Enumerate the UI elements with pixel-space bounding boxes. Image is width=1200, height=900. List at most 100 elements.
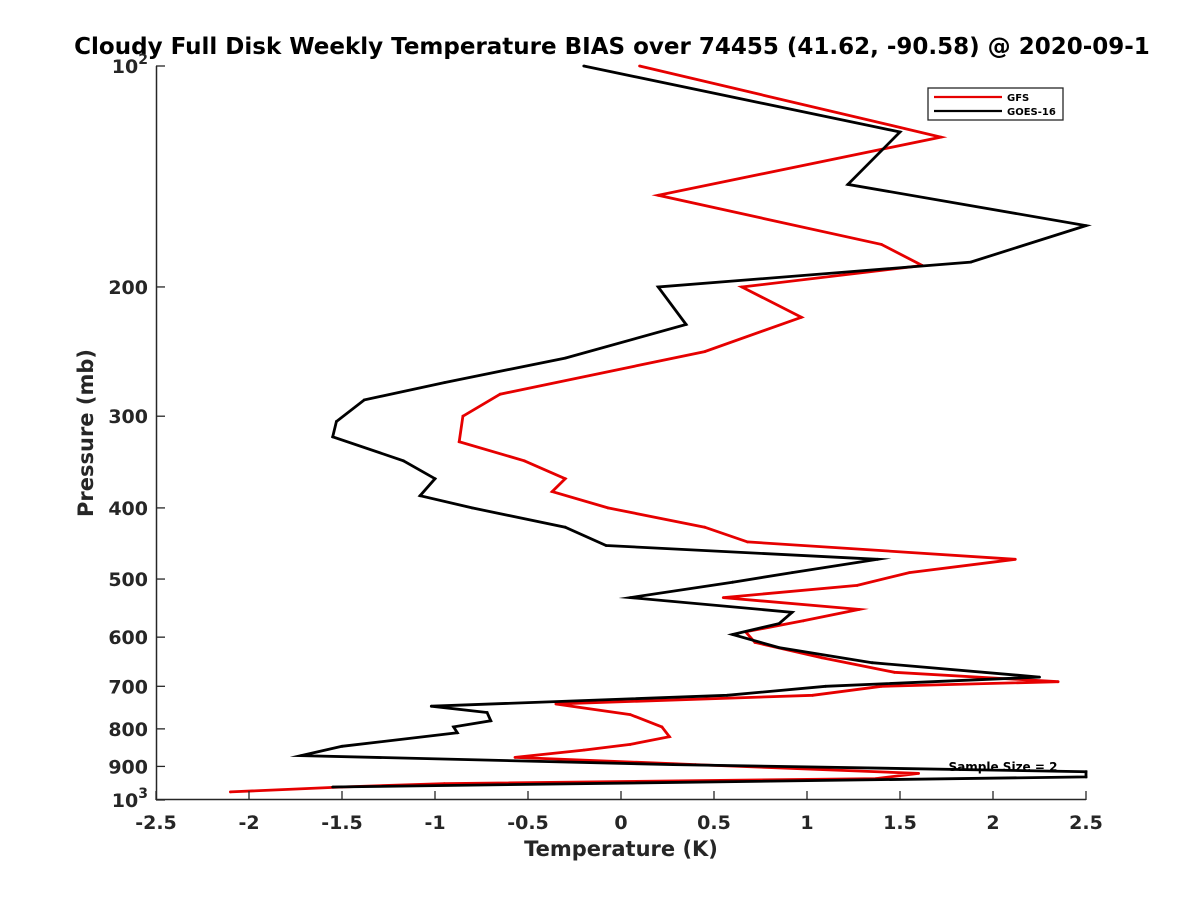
x-axis-label: Temperature (K) <box>524 837 718 861</box>
data-point-goes16-40 <box>331 785 335 789</box>
y-tick-label-base: 500 <box>108 569 148 591</box>
data-point-gfs-22 <box>801 619 805 623</box>
data-point-goes16-15 <box>470 506 474 510</box>
data-point-goes16-32 <box>489 719 493 723</box>
y-tick-label: 600 <box>108 627 148 649</box>
data-point-goes16-17 <box>604 544 608 547</box>
data-point-goes16-16 <box>563 525 567 529</box>
data-point-gfs-33 <box>668 735 671 739</box>
data-point-gfs-31 <box>628 713 632 716</box>
data-point-goes16-19 <box>790 571 794 574</box>
data-point-gfs-29 <box>811 693 814 697</box>
data-point-gfs-25 <box>820 656 824 660</box>
y-tick-label: 700 <box>108 676 148 698</box>
data-point-gfs-32 <box>660 725 664 729</box>
data-point-goes16-1 <box>898 130 902 134</box>
y-tick-label-base: 800 <box>108 719 148 741</box>
y-tick-label: 200 <box>108 277 148 299</box>
data-point-gfs-8 <box>498 392 502 396</box>
sample-size-annotation: Sample Size = 2 <box>949 760 1058 774</box>
data-point-goes16-29 <box>725 693 729 697</box>
data-point-gfs-19 <box>855 584 859 587</box>
y-tick-label-base: 10 <box>112 56 138 78</box>
data-point-gfs-30 <box>554 702 558 706</box>
axes: -2.5 -2 -1.5 -1 -0.5 0 0.5 1 1.5 2 2.5 10220030040… <box>108 52 1103 834</box>
x-tick-label: -1 <box>424 812 445 834</box>
legend-label-gfs: GFS <box>1007 93 1029 104</box>
data-point-gfs-16 <box>746 540 749 544</box>
data-point-gfs-18 <box>907 571 911 574</box>
data-point-goes16-2 <box>846 183 850 186</box>
data-point-goes16-8 <box>442 381 446 384</box>
x-tick-label: 0.5 <box>697 812 731 834</box>
data-point-gfs-0 <box>638 64 641 68</box>
data-point-goes16-27 <box>1038 675 1041 679</box>
x-ticks: -2.5 -2 -1.5 -1 -0.5 0 0.5 1 1.5 2 2.5 <box>135 791 1103 834</box>
x-tick-label: 1.5 <box>883 812 917 834</box>
data-point-gfs-3 <box>880 243 883 246</box>
y-tick-label-exponent: 2 <box>138 52 148 68</box>
y-tick-label-base: 900 <box>108 756 148 778</box>
y-tick-label: 103 <box>112 786 148 812</box>
data-point-gfs-10 <box>457 440 461 444</box>
data-point-gfs-28 <box>880 684 883 688</box>
data-point-gfs-15 <box>703 525 707 529</box>
data-point-goes16-35 <box>340 744 344 748</box>
data-point-goes16-20 <box>731 580 734 584</box>
y-tick-label-exponent: 3 <box>138 786 148 802</box>
data-point-gfs-9 <box>461 414 465 418</box>
data-point-gfs-35 <box>582 748 586 752</box>
y-tick-label-base: 200 <box>108 277 148 299</box>
data-point-gfs-20 <box>721 596 725 599</box>
data-point-goes16-12 <box>402 459 405 463</box>
data-point-goes16-3 <box>1084 224 1088 228</box>
y-tick-label-base: 10 <box>112 790 138 812</box>
data-point-gfs-13 <box>550 490 554 493</box>
data-point-gfs-6 <box>800 315 803 319</box>
data-point-gfs-26 <box>893 670 896 674</box>
data-point-goes16-28 <box>824 684 827 688</box>
data-point-gfs-2 <box>656 193 660 197</box>
data-point-gfs-17 <box>1013 557 1017 561</box>
data-point-goes16-30 <box>429 704 433 708</box>
data-point-gfs-11 <box>522 459 526 463</box>
data-point-gfs-5 <box>740 285 744 289</box>
series-line-goes16 <box>289 64 1092 789</box>
data-point-goes16-6 <box>684 323 688 326</box>
data-point-goes16-0 <box>582 64 586 68</box>
chart-title: Cloudy Full Disk Weekly Temperature BIAS… <box>74 34 1150 60</box>
data-point-goes16-38 <box>1084 770 1088 774</box>
data-point-gfs-27 <box>1056 680 1060 684</box>
data-point-gfs-21 <box>857 608 861 611</box>
data-point-gfs-36 <box>513 756 517 759</box>
data-point-goes16-14 <box>418 494 422 498</box>
plot-lines <box>229 64 1092 794</box>
legend: GFS GOES-16 <box>927 87 1064 121</box>
x-tick-label: -2.5 <box>135 812 177 834</box>
legend-label-goes16: GOES-16 <box>1007 107 1056 118</box>
y-tick-label: 300 <box>108 406 148 428</box>
data-point-goes16-37 <box>671 763 675 766</box>
y-tick-label: 900 <box>108 756 148 778</box>
y-tick-label-base: 600 <box>108 627 148 649</box>
data-point-goes16-25 <box>777 646 781 649</box>
data-point-goes16-34 <box>455 731 459 735</box>
data-point-goes16-9 <box>362 398 366 402</box>
data-point-goes16-33 <box>452 725 455 729</box>
data-point-goes16-39 <box>1084 775 1088 779</box>
y-tick-label: 800 <box>108 719 148 741</box>
x-tick-label: 0 <box>614 812 627 834</box>
data-point-goes16-10 <box>335 420 338 423</box>
data-point-goes16-26 <box>870 661 874 665</box>
data-point-goes16-4 <box>969 260 973 264</box>
data-point-goes16-24 <box>731 633 734 636</box>
data-point-gfs-14 <box>606 506 610 510</box>
data-point-goes16-11 <box>331 435 335 439</box>
x-tick-label: -1.5 <box>321 812 363 834</box>
data-point-goes16-5 <box>656 285 660 289</box>
data-point-goes16-23 <box>777 622 781 625</box>
y-tick-label-base: 400 <box>108 498 148 520</box>
y-tick-label-base: 300 <box>108 406 148 428</box>
